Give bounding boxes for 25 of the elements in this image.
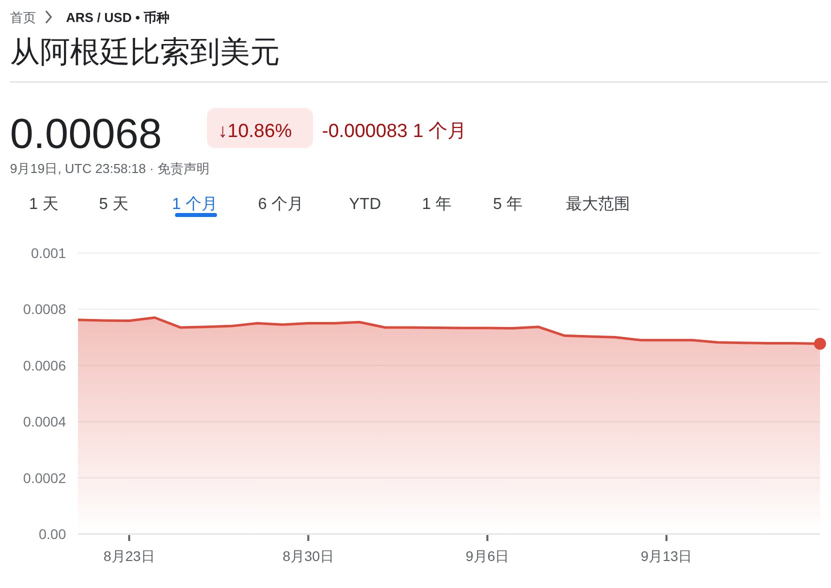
text: ↓10.86% xyxy=(218,121,292,142)
chart-title: 从阿根廷比索到美元 xyxy=(10,36,280,69)
x-tick-label: 9月13日 xyxy=(640,548,692,564)
text: ARS / USD • 币种 xyxy=(66,10,170,25)
text: 5 年 xyxy=(493,196,522,213)
x-tick-label: 8月30日 xyxy=(282,548,334,564)
x-tick-label: 9月6日 xyxy=(466,548,510,564)
text: 最大范围 xyxy=(566,195,630,213)
y-tick-label: 0.0006 xyxy=(23,357,66,374)
text: -0.000083 1 个月 xyxy=(322,121,467,142)
text: 6 个月 xyxy=(258,195,304,213)
text: 1 天 xyxy=(29,196,58,213)
text: 9月19日, UTC 23:58:18 · 免责声明 xyxy=(10,161,210,176)
x-tick-label: 8月23日 xyxy=(103,548,155,564)
text: 1 个月 xyxy=(172,195,218,213)
y-tick-label: 0.00 xyxy=(38,526,66,542)
text: 首页 xyxy=(10,10,36,25)
text: 1 年 xyxy=(422,196,452,213)
text: 5 天 xyxy=(99,196,128,213)
y-tick-label: 0.0008 xyxy=(23,301,66,318)
y-tick-label: 0.001 xyxy=(30,245,66,261)
y-tick-label: 0.0002 xyxy=(23,470,66,486)
y-tick-label: 0.0004 xyxy=(23,414,66,430)
text: 0.00068 xyxy=(10,110,162,157)
text: YTD xyxy=(349,196,381,213)
